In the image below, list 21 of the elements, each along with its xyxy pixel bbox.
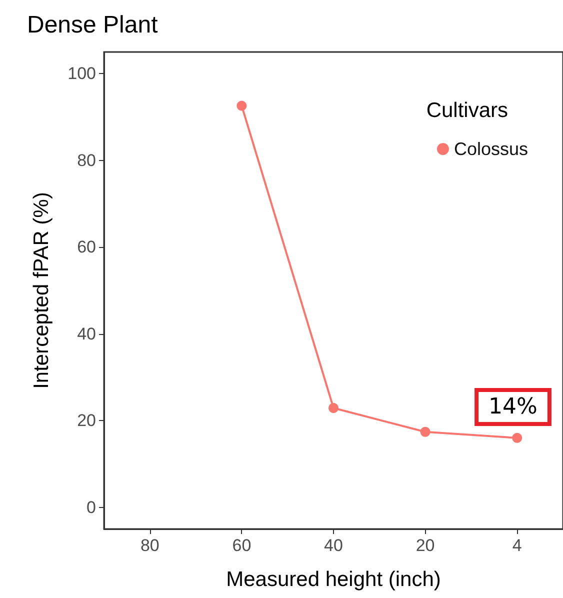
point [328, 403, 338, 414]
point [420, 426, 430, 437]
annotation: 14% [488, 394, 538, 420]
legend-label: Colossus [454, 139, 528, 159]
x-tick-label: 40 [324, 536, 343, 555]
legend-title: Cultivars [426, 99, 508, 122]
point [236, 100, 247, 111]
x-tick-label: 20 [416, 536, 435, 555]
y-tick-label: 60 [77, 238, 96, 257]
y-tick-label: 40 [77, 324, 96, 344]
y-tick-label: 100 [68, 64, 96, 84]
x-tick-label: 80 [140, 536, 160, 555]
y-axis-title: Intercepted fPAR (%) [30, 192, 53, 389]
x-axis-title: Measured height (inch) [226, 568, 441, 591]
x-tick-label: 4 [512, 536, 522, 555]
chart-title: Dense Plant [27, 12, 158, 38]
y-tick-label: 0 [86, 498, 96, 517]
x-tick-label: 60 [232, 536, 252, 555]
y-tick-label: 80 [77, 150, 96, 170]
point [512, 432, 522, 443]
y-tick-label: 20 [77, 411, 96, 430]
